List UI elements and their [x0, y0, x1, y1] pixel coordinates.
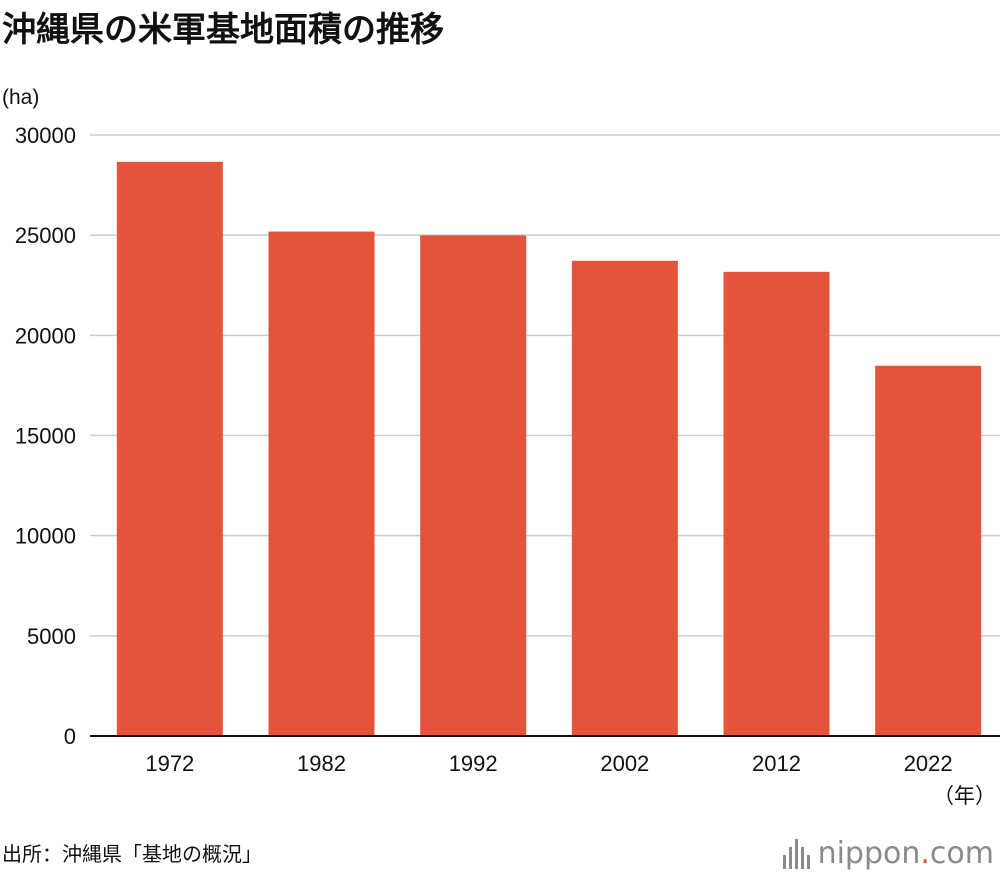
- y-axis-ticks: 0 5000 10000 15000 20000 25000 30000: [15, 123, 76, 749]
- x-axis-ticks: 1972 1982 1992 2002 2012 2022: [145, 751, 952, 776]
- bar-1982: [268, 231, 375, 736]
- y-tick-label: 30000: [15, 123, 76, 148]
- y-tick-label: 25000: [15, 223, 76, 248]
- logo-tld: com: [929, 836, 994, 871]
- bar-1972: [116, 161, 223, 736]
- gridlines: [90, 134, 1000, 637]
- logo-dot: .: [920, 836, 930, 871]
- x-tick-label: 2012: [752, 751, 801, 776]
- nippon-logo: nippon. com: [782, 836, 994, 871]
- bars: [116, 161, 982, 736]
- x-tick-label: 1972: [145, 751, 194, 776]
- x-tick-label: 2002: [600, 751, 649, 776]
- x-tick-label: 1982: [297, 751, 346, 776]
- y-tick-label: 10000: [15, 524, 76, 549]
- y-tick-label: 20000: [15, 323, 76, 348]
- bar-2012: [723, 271, 830, 736]
- x-axis-unit-label: （年）: [933, 785, 996, 808]
- x-tick-label: 1992: [449, 751, 498, 776]
- bar-2002: [571, 260, 678, 736]
- chart-title: 沖縄県の米軍基地面積の推移: [2, 10, 444, 50]
- source-note: 出所：沖縄県「基地の概況」: [2, 842, 262, 866]
- bar-1992: [420, 235, 527, 736]
- bar-2022: [875, 365, 982, 736]
- logo-bars-icon: [782, 838, 810, 869]
- y-tick-label: 5000: [27, 624, 76, 649]
- y-axis-unit-label: (ha): [2, 86, 39, 109]
- x-tick-label: 2022: [904, 751, 953, 776]
- logo-main: nippon: [817, 836, 921, 871]
- y-tick-label: 0: [64, 724, 76, 749]
- y-tick-label: 15000: [15, 424, 76, 449]
